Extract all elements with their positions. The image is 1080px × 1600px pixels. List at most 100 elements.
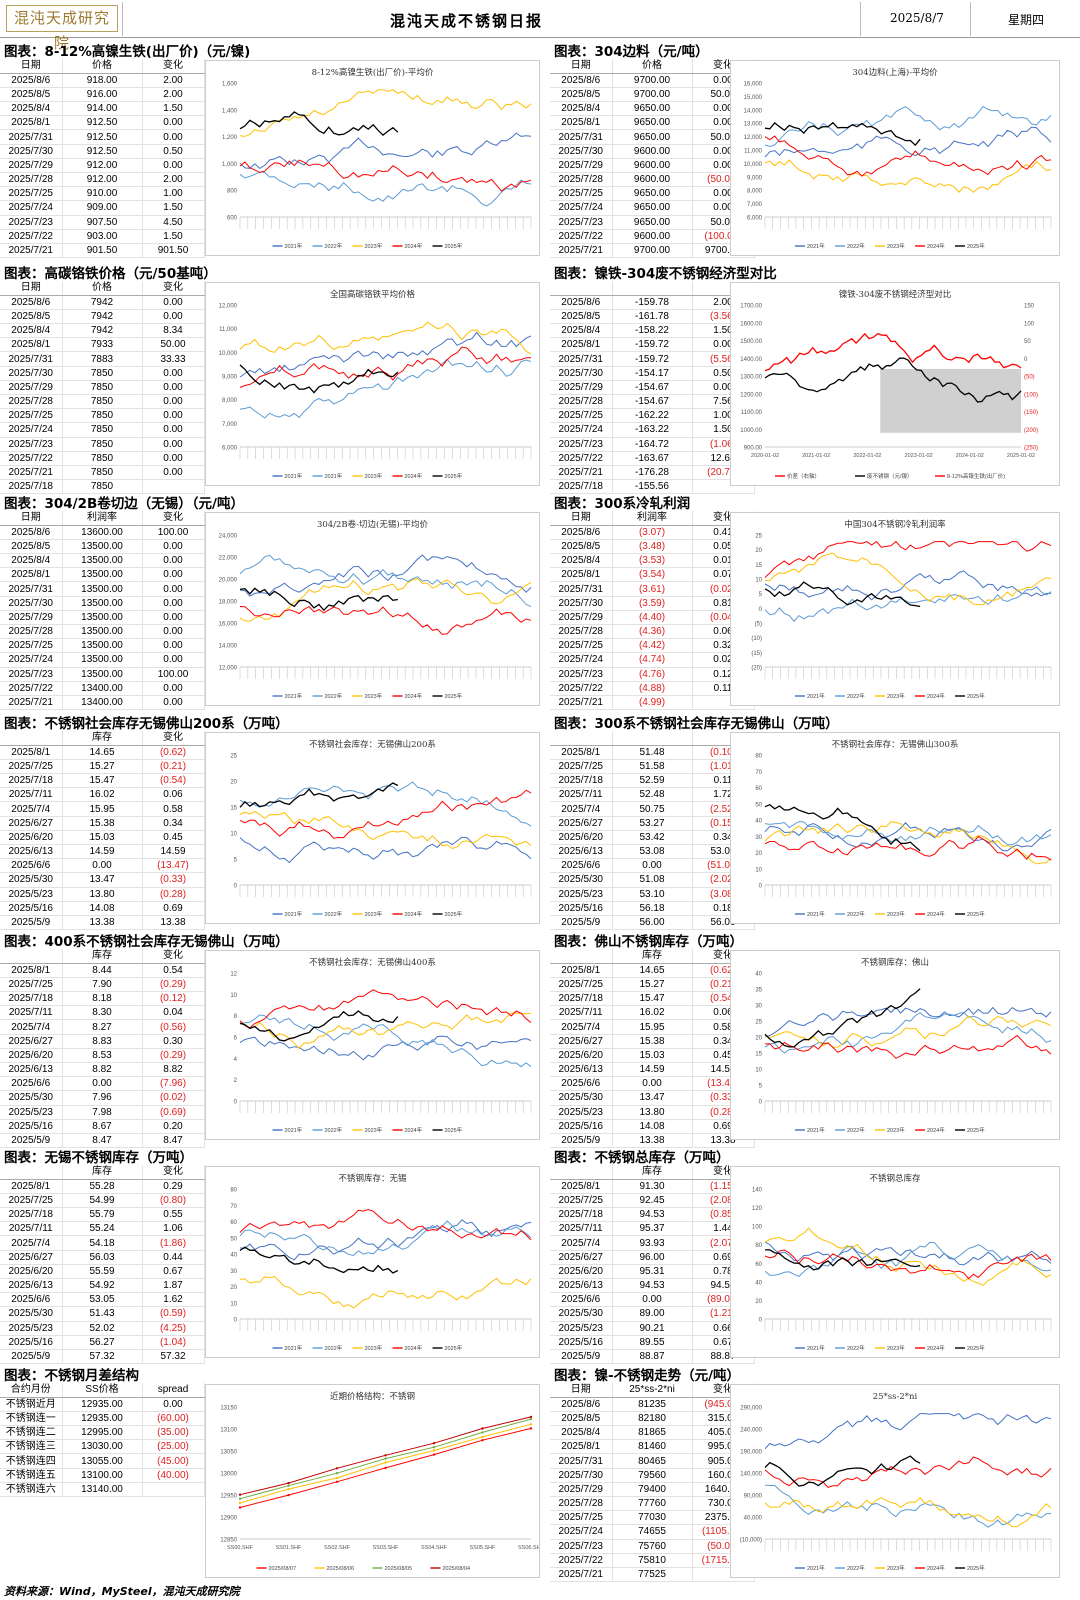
y-tick-label: 600 [227, 216, 238, 222]
table-row: 2025/8/6 7942 0.00 [0, 295, 205, 310]
legend-label: 2021年 [807, 242, 825, 250]
table-row: 2025/7/30 912.50 0.50 [0, 144, 205, 159]
x-tick-label: 2023-01-02 [905, 453, 933, 459]
series-point [238, 1506, 242, 1509]
table-cell: 100.00 [142, 667, 205, 682]
table-cell: 0.00 [142, 638, 205, 654]
table-row: 2025/8/1 9650.00 0.00 [550, 115, 755, 131]
y-tick-label: 30 [755, 1004, 762, 1010]
table-row: 2025/8/4 13500.00 0.00 [0, 553, 205, 569]
table-cell: 0.00 [142, 539, 205, 555]
table-row: 2025/6/6 0.00 (89.00) [550, 1292, 755, 1308]
table-row: 不锈钢连一 12935.00 (60.00) [0, 1411, 205, 1427]
chart-panel: 图表：400系不锈钢社会库存无锡佛山（万吨） 库存 变化 2025/8/1 8.44 0.… [0, 930, 540, 1149]
series-line [764, 540, 1052, 578]
table-cell: (0.69) [142, 1105, 205, 1120]
y-tick-label: 1200.00 [740, 392, 762, 398]
table-cell: (4.42) [612, 638, 693, 654]
series-point [287, 1484, 290, 1487]
table-row: 2025/7/25 77030 2375.00 [550, 1510, 755, 1526]
table-cell: 0.00 [62, 858, 143, 874]
x-tick-label: 2021-01-02 [802, 453, 830, 459]
table-cell: -163.22 [612, 422, 693, 438]
table-cell: 0.00 [142, 581, 205, 597]
chart-title: 镍铁-304废不锈钢经济型对比 [839, 289, 952, 300]
table-cell: 14.08 [612, 1119, 693, 1134]
table-cell: -161.78 [612, 309, 693, 325]
table-cell: 2025/7/31 [550, 351, 613, 367]
table-cell: 7933 [62, 337, 143, 353]
table-cell: 2025/6/27 [550, 1034, 613, 1049]
table-cell: 14.65 [612, 963, 693, 978]
table-row: 2025/7/28 77760 730.00 [550, 1496, 755, 1512]
table-row: 2025/7/30 (3.59) 0.81 [550, 596, 755, 611]
series-line [764, 1015, 1052, 1048]
table-cell: 79400 [612, 1482, 693, 1498]
table-cell: 94.53 [612, 1278, 693, 1294]
table-cell: 8.27 [62, 1019, 143, 1035]
y-tick-label: 60 [755, 1262, 762, 1268]
chart-panel: 图表：不锈钢社会库存无锡佛山200系（万吨） 库存 变化 2025/8/1 14.65(… [0, 712, 540, 931]
table-cell: 2025/7/30 [0, 144, 63, 159]
table-cell: 0.00 [142, 408, 205, 424]
table-cell: 2025/7/25 [0, 759, 63, 775]
table-cell: (25.00) [142, 1439, 205, 1455]
table-cell: 9650.00 [612, 115, 693, 131]
table-cell: 907.50 [62, 215, 143, 230]
y-tick-label: 120 [752, 1206, 763, 1212]
table-row: 2025/7/30 9600.00 0.00 [550, 144, 755, 159]
table-cell: 2025/6/27 [550, 816, 613, 831]
table-cell: 2025/5/16 [550, 1119, 613, 1134]
table-row: 2025/8/5 9700.00 50.00 [550, 87, 755, 103]
table-header-cell: 25*ss-2*ni [612, 1383, 693, 1398]
series-line [239, 1035, 532, 1061]
table-cell: 74655 [612, 1524, 693, 1540]
y-tick-label: 11,000 [219, 327, 238, 333]
y-tick-label: 15,000 [744, 95, 763, 101]
table-cell: 0.00 [142, 695, 205, 711]
table-row: 2025/7/25 910.00 1.00 [0, 186, 205, 202]
table-row: 2025/7/30 79560 160.00 [550, 1468, 755, 1483]
series-line [764, 332, 1022, 372]
table-row: 2025/5/16 56.27 (1.04) [0, 1335, 205, 1350]
table-cell: 912.00 [62, 172, 143, 188]
series-line [239, 132, 532, 170]
table-cell: 7.90 [62, 977, 143, 993]
legend-label: 2025年 [967, 1564, 985, 1572]
y-tick-label: 40 [755, 1280, 762, 1286]
table-cell: (4.99) [612, 695, 693, 711]
table-row: 2025/6/13 14.59 14.59 [0, 844, 205, 860]
table-cell: 2025/7/25 [0, 977, 63, 993]
table-cell: 77030 [612, 1510, 693, 1526]
table-cell: 2025/7/4 [550, 801, 613, 817]
series-point [384, 1461, 387, 1464]
table-row: 2025/7/29 79400 1640.00 [550, 1482, 755, 1498]
table-cell: 不锈钢连四 [0, 1453, 63, 1469]
table-row: 2025/6/13 53.08 53.08 [550, 844, 755, 860]
table-row: 2025/8/1 55.28 0.29 [0, 1179, 205, 1194]
y-tick-label: 10,000 [219, 351, 238, 357]
table-row: 2025/8/4 (3.53) 0.01 [550, 553, 755, 569]
table-row: 2025/7/24 7850 0.00 [0, 422, 205, 438]
chart-title: 304/2B卷-切边(无锡)-平均价 [317, 519, 429, 530]
table-cell: 2025/8/4 [0, 323, 63, 339]
table-row: 2025/5/9 57.32 57.32 [0, 1349, 205, 1365]
table-header-row: 库存 变化 [550, 1165, 755, 1180]
table-cell: 2025/8/1 [550, 745, 613, 760]
table-row: 2025/7/29 912.00 0.00 [0, 158, 205, 174]
y-tick-label: 8,000 [747, 189, 763, 195]
table-row: 2025/7/25 15.27 (0.21) [550, 977, 755, 993]
table-header-cell: 日期 [0, 281, 63, 296]
table-cell: 7850 [62, 451, 143, 466]
table-cell: 8.67 [62, 1119, 143, 1134]
table-cell: 2025/7/28 [550, 172, 613, 188]
table-cell: 2025/5/30 [0, 1306, 63, 1322]
table-cell: 2025/7/25 [550, 759, 613, 775]
table-row: 2025/7/22 903.00 1.50 [0, 229, 205, 244]
y-tick-label: 13100 [220, 1428, 237, 1434]
series-line [764, 820, 1052, 846]
table-cell: 2025/5/23 [550, 1321, 613, 1336]
table-cell: 56.03 [62, 1250, 143, 1265]
table-cell: (1.04) [142, 1335, 205, 1350]
table-cell: 2025/7/23 [0, 215, 63, 230]
